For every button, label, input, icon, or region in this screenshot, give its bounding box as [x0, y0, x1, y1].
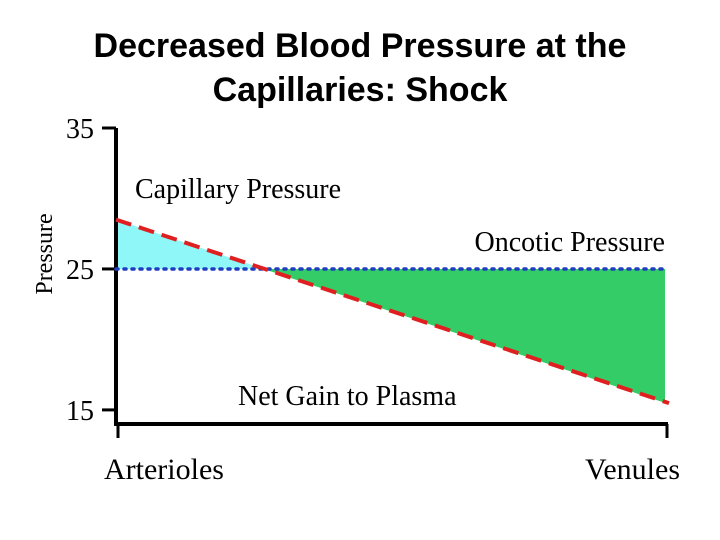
y-tick-group: 15 25 35 — [66, 114, 116, 427]
oncotic-pressure-label: Oncotic Pressure — [474, 227, 665, 258]
x-tick-label-1: Venules — [585, 453, 680, 486]
y-tick-label-15: 15 — [66, 396, 94, 427]
slide-title: Decreased Blood Pressure at the Capillar… — [0, 24, 720, 112]
reabsorption-area — [263, 268, 665, 403]
y-axis-label: Pressure — [32, 213, 58, 294]
capillary-pressure-label: Capillary Pressure — [135, 174, 341, 205]
net-gain-label: Net Gain to Plasma — [238, 381, 457, 412]
capillary-pressure-line — [115, 217, 670, 406]
slide-title-line-1: Decreased Blood Pressure at the — [93, 27, 627, 65]
x-tick-group: Arterioles Venules — [104, 424, 680, 486]
x-tick-label-0: Arterioles — [104, 453, 224, 486]
y-tick-label-35: 35 — [66, 114, 94, 145]
y-tick-label-25: 25 — [66, 255, 94, 286]
slide-title-line-2: Capillaries: Shock — [212, 71, 508, 109]
